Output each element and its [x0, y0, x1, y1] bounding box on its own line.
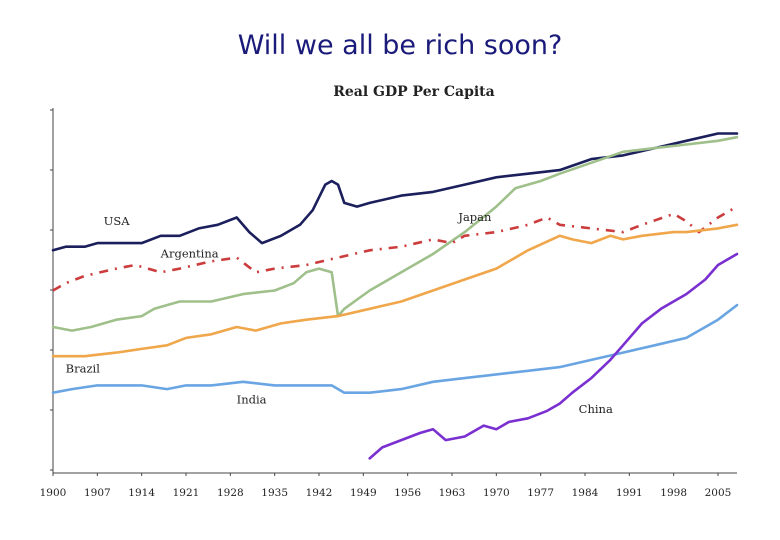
series-line-china	[368, 252, 739, 460]
x-tick-label: 1928	[217, 487, 244, 499]
series-label-argentina: Argentina	[160, 247, 219, 261]
series-line-india	[51, 303, 739, 394]
x-tick-label: 1977	[527, 487, 554, 499]
slide-title: Will we all be rich soon?	[237, 30, 563, 61]
series-label-china: China	[579, 402, 613, 416]
series-label-japan: Japan	[457, 210, 492, 224]
x-tick-label: 1956	[394, 487, 421, 499]
series-line-japan	[51, 135, 739, 332]
series-label-india: India	[237, 393, 267, 407]
series-labels: USA Japan Argentina Brazil India China	[66, 210, 613, 416]
series-lines	[51, 132, 739, 460]
series-line-brazil	[51, 223, 739, 358]
x-tick-label: 1963	[439, 487, 466, 499]
x-tick-label: 1998	[660, 487, 687, 499]
x-tick-label: 1991	[616, 487, 643, 499]
axes	[50, 108, 737, 474]
series-label-brazil: Brazil	[66, 362, 101, 376]
x-tick-label: 1949	[350, 487, 377, 499]
chart-title: Real GDP Per Capita	[333, 84, 494, 100]
series-label-usa: USA	[104, 214, 131, 228]
x-tick-label: 1900	[40, 487, 67, 499]
x-tick-label: 1970	[483, 487, 510, 499]
x-tick-label: 1921	[173, 487, 200, 499]
x-axis-ticks: 1900 1907 1914 1921 1928 1935 1942 1949 1956 1963…	[40, 473, 732, 499]
series-line-argentina	[52, 205, 738, 292]
x-tick-label: 1984	[572, 487, 599, 499]
x-tick-label: 1935	[261, 487, 288, 499]
series-line-usa	[51, 132, 739, 252]
x-tick-label: 1907	[84, 487, 111, 499]
x-tick-label: 1914	[128, 487, 155, 499]
x-tick-label: 1942	[306, 487, 333, 499]
x-tick-label: 2005	[705, 487, 732, 499]
